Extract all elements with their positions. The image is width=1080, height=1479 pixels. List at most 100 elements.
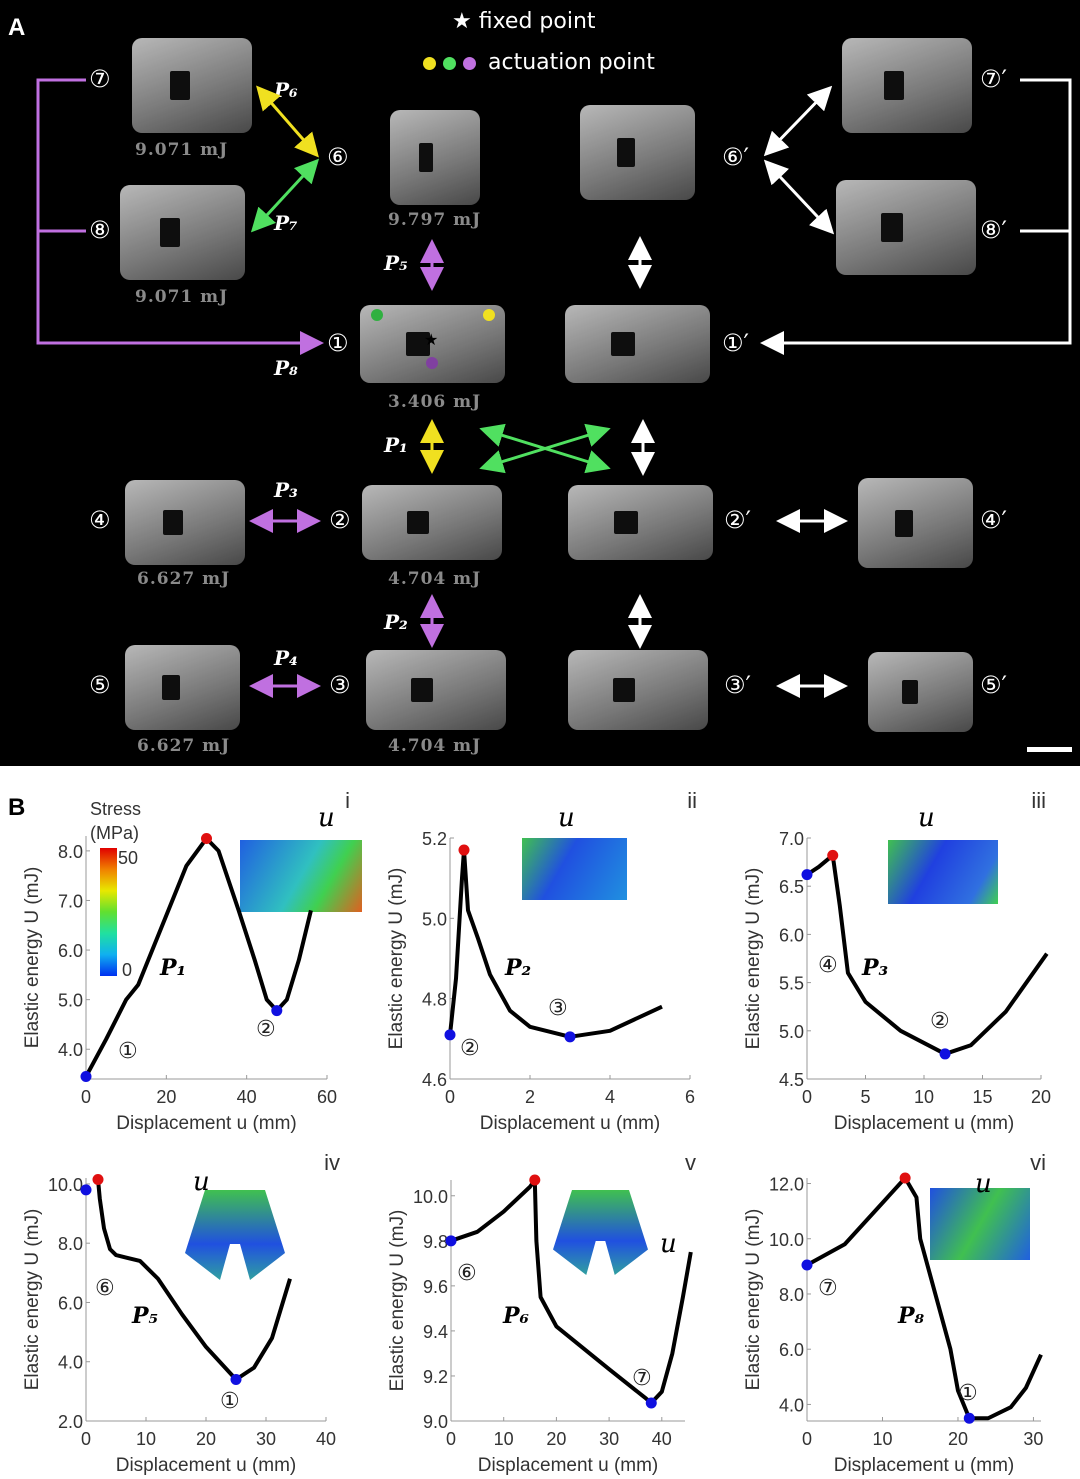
- state-annotation: ⑦: [632, 1366, 652, 1391]
- y-tick-label: 7.0: [779, 829, 804, 849]
- x-tick-label: 15: [972, 1087, 992, 1107]
- y-tick-label: 8.0: [58, 1234, 83, 1254]
- x-tick-label: 2: [525, 1087, 535, 1107]
- y-axis-label: Elastic energy U (mJ): [743, 1209, 764, 1391]
- minimum-point: [80, 1071, 92, 1083]
- energy-curve: [805, 853, 1049, 1056]
- y-axis-label: Elastic energy U (mJ): [386, 868, 407, 1050]
- minimum-point: [271, 1005, 283, 1017]
- y-axis-label: Elastic energy U (mJ): [22, 867, 43, 1049]
- y-tick-label: 6.0: [779, 1340, 804, 1360]
- state-7-label: ⑦: [89, 65, 111, 93]
- energy-curve: [806, 1176, 1043, 1421]
- state-4-prime-label: ④′: [980, 506, 1007, 534]
- white-bracket-arrow: [760, 78, 1072, 355]
- energy-state-1: 3.406 mJ: [388, 392, 482, 412]
- subpanel-label: iii: [1031, 788, 1046, 813]
- x-tick-label: 10: [494, 1429, 514, 1449]
- x-tick-label: 0: [445, 1087, 455, 1107]
- energy-state-2: 4.704 mJ: [388, 569, 482, 589]
- photo-state-7: [132, 38, 252, 133]
- path-p8-label: P₈: [274, 356, 298, 380]
- state-annotation: ③: [548, 996, 568, 1021]
- x-tick-label: 0: [81, 1087, 91, 1107]
- peak-point: [899, 1172, 911, 1184]
- minimum-point: [564, 1031, 576, 1043]
- chart-i: 0 20 40 60 4.0 5.0 6.0 7.0 8.0 Displacement u (mm…: [22, 788, 350, 1134]
- displacement-u-label: u: [660, 1229, 677, 1259]
- scale-bar: [1027, 747, 1072, 752]
- x-tick-label: 20: [196, 1429, 216, 1449]
- y-tick-label: 10.0: [413, 1187, 448, 1207]
- y-tick-label: 5.0: [58, 991, 83, 1011]
- peak-point: [827, 849, 839, 861]
- y-tick-label: 6.0: [58, 1293, 83, 1313]
- fea-inset-vi: [930, 1188, 1030, 1260]
- transition-arrows: [36, 78, 1072, 752]
- path-p5-label: P₅: [384, 251, 408, 275]
- state-annotation: ⑦: [818, 1276, 838, 1301]
- minimum-point: [801, 1259, 813, 1271]
- legend-actuation-dots: [423, 57, 476, 70]
- path-p1-label: P₁: [384, 433, 408, 457]
- peak-point: [92, 1173, 104, 1185]
- y-tick-label: 7.0: [58, 891, 83, 911]
- photo-state-1-prime: [565, 305, 710, 383]
- x-tick-label: 10: [914, 1087, 934, 1107]
- photo-state-4: [125, 480, 245, 565]
- photo-state-1: [360, 305, 505, 383]
- x-axis-label: Displacement u (mm): [116, 1455, 297, 1476]
- energy-curve: [96, 1179, 292, 1382]
- x-tick-label: 10: [136, 1429, 156, 1449]
- y-tick-label: 9.6: [423, 1277, 448, 1297]
- colorbar-min-label: 0: [122, 960, 133, 980]
- subpanel-label: iv: [324, 1150, 340, 1175]
- state-3-prime-label: ③′: [724, 671, 751, 699]
- y-tick-label: 6.0: [58, 941, 83, 961]
- chart-vi: 0 10 20 30 4.0 6.0 8.0 10.0 12.0 Displacement u (…: [743, 1150, 1046, 1476]
- subpanel-label: v: [685, 1150, 696, 1175]
- photo-state-3-prime: [568, 650, 708, 730]
- panel-a-letter: A: [8, 14, 26, 41]
- x-tick-label: 30: [1023, 1429, 1043, 1449]
- x-tick-label: 6: [685, 1087, 695, 1107]
- energy-state-3: 4.704 mJ: [388, 736, 482, 756]
- y-tick-label: 10.0: [48, 1175, 83, 1195]
- path-label: P₆: [502, 1303, 529, 1329]
- y-tick-label: 4.6: [422, 1070, 447, 1090]
- x-tick-label: 20: [546, 1429, 566, 1449]
- p8-bracket-arrow: [36, 78, 324, 355]
- path-label: P₅: [131, 1303, 158, 1329]
- minimum-point: [963, 1412, 975, 1424]
- y-tick-label: 9.0: [423, 1412, 448, 1432]
- path-p2-label: P₂: [384, 610, 408, 634]
- y-tick-label: 5.5: [779, 974, 804, 994]
- green-dot-icon: [443, 57, 456, 70]
- colorbar-title: Stress (MPa): [90, 799, 142, 843]
- x-tick-label: 0: [802, 1087, 812, 1107]
- y-tick-label: 4.5: [779, 1070, 804, 1090]
- state-3-label: ③: [329, 671, 351, 699]
- photo-state-8-prime: [836, 180, 976, 275]
- state-4-label: ④: [89, 506, 111, 534]
- path-p3-label: P₃: [274, 478, 298, 502]
- state-annotation: ⑥: [457, 1261, 477, 1286]
- y-tick-label: 4.0: [58, 1353, 83, 1373]
- x-tick-label: 0: [446, 1429, 456, 1449]
- x-tick-label: 4: [605, 1087, 615, 1107]
- cross-arrow-2: [479, 423, 611, 474]
- x-tick-label: 40: [237, 1087, 257, 1107]
- photo-state-8: [120, 185, 245, 280]
- state-6-label: ⑥: [327, 143, 349, 171]
- photo-state-2: [362, 485, 502, 560]
- photo-state-2-prime: [568, 485, 713, 560]
- minimum-point: [230, 1374, 242, 1386]
- state-1-label: ①: [327, 329, 349, 357]
- y-tick-label: 9.8: [423, 1232, 448, 1252]
- x-tick-label: 5: [860, 1087, 870, 1107]
- y-tick-label: 5.0: [422, 909, 447, 929]
- y-tick-label: 9.4: [423, 1322, 448, 1342]
- y-axis-label: Elastic energy U (mJ): [743, 868, 764, 1050]
- state-6-prime-label: ⑥′: [722, 143, 749, 171]
